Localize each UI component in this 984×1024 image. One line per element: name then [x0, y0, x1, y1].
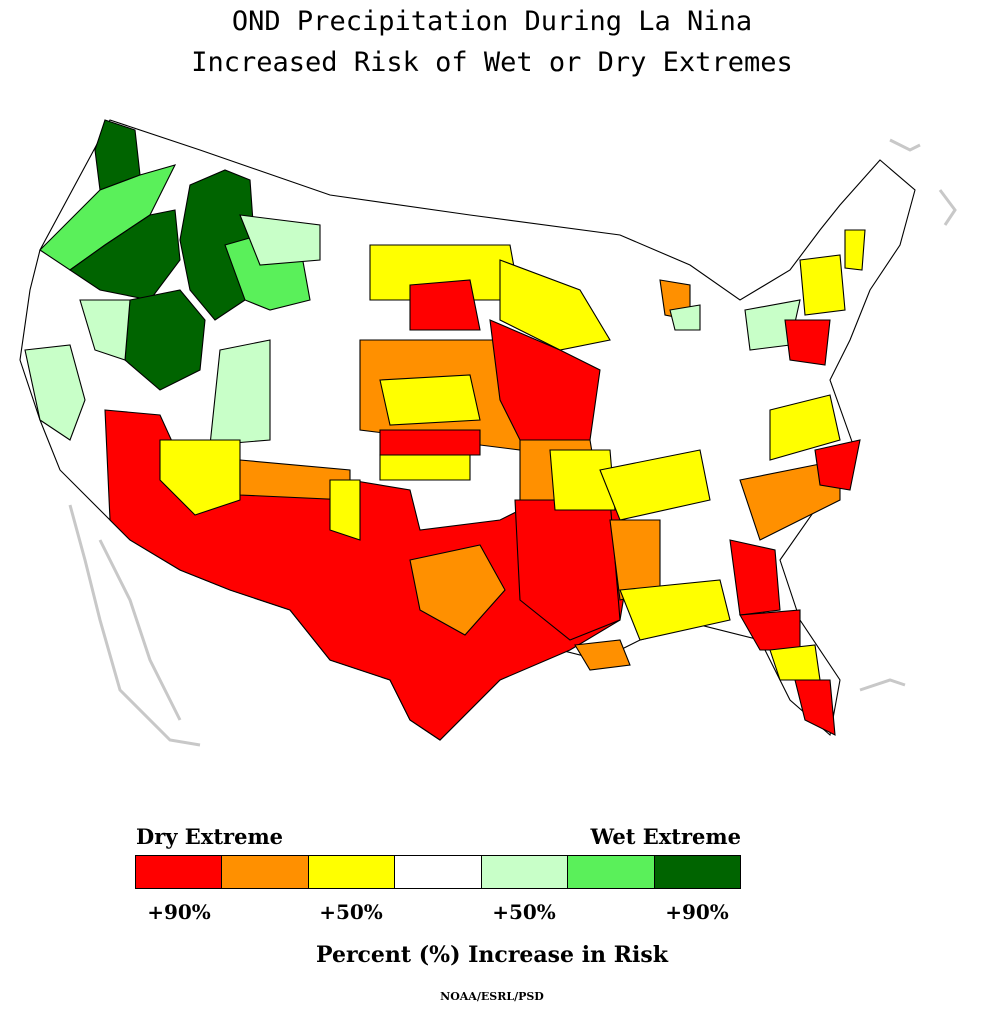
us-precipitation-map [19, 119, 957, 747]
region-tn-yellow [599, 449, 711, 521]
legend-tick-dry-90: +90% [147, 900, 211, 924]
map-title-line-2: Increased Risk of Wet or Dry Extremes [191, 47, 793, 78]
region-va-yellow [769, 394, 841, 461]
map-title-line-1: OND Precipitation During La Nina [231, 6, 753, 37]
region-ga-red [729, 539, 781, 616]
region-pa-red [784, 319, 831, 366]
region-carolinas-orange [739, 459, 841, 541]
region-la-orange [574, 639, 631, 671]
region-wy-wet50 [239, 214, 321, 266]
region-az-wet50 [209, 339, 271, 446]
region-tx-yellow [329, 479, 361, 541]
legend-wet-label: Wet Extreme [590, 824, 741, 849]
border-lines [68, 138, 957, 747]
region-ct-yellow [844, 229, 866, 271]
region-az-yellow [159, 439, 241, 516]
legend-swatch-6 [654, 856, 740, 888]
region-mn-yellow [499, 259, 611, 351]
region-ok-yellow [379, 454, 471, 481]
region-ar-yellow [549, 449, 616, 511]
region-or-wet90 [69, 209, 181, 301]
region-tx-central-orange [409, 544, 506, 636]
region-gulf-yellow [619, 579, 731, 641]
legend-color-bar [135, 855, 741, 889]
region-ne-yellow [799, 254, 846, 316]
region-nc-red [814, 439, 861, 491]
legend-dry-label: Dry Extreme [136, 824, 284, 849]
legend-swatch-2 [308, 856, 396, 888]
legend-tick-dry-50: +50% [319, 900, 383, 924]
region-ca-wet50 [24, 344, 86, 441]
region-mi-wet50 [669, 304, 701, 331]
region-sd-red [409, 279, 481, 331]
legend-swatch-3 [395, 856, 482, 888]
region-ks-yellow [379, 374, 481, 426]
legend-swatch-1 [222, 856, 309, 888]
legend-axis-label: Percent (%) Increase in Risk [316, 942, 668, 968]
credit-text: NOAA/ESRL/PSD [440, 990, 544, 1003]
legend-tick-wet-50: +50% [492, 900, 556, 924]
legend-tick-wet-90: +90% [665, 900, 729, 924]
region-nv-wet50 [79, 299, 131, 361]
region-fl-red-north [739, 609, 801, 651]
region-ok-red [379, 429, 481, 456]
region-fl-red-south [794, 679, 836, 736]
legend-swatch-0 [136, 856, 223, 888]
legend-swatch-4 [481, 856, 569, 888]
legend-swatch-5 [568, 856, 655, 888]
